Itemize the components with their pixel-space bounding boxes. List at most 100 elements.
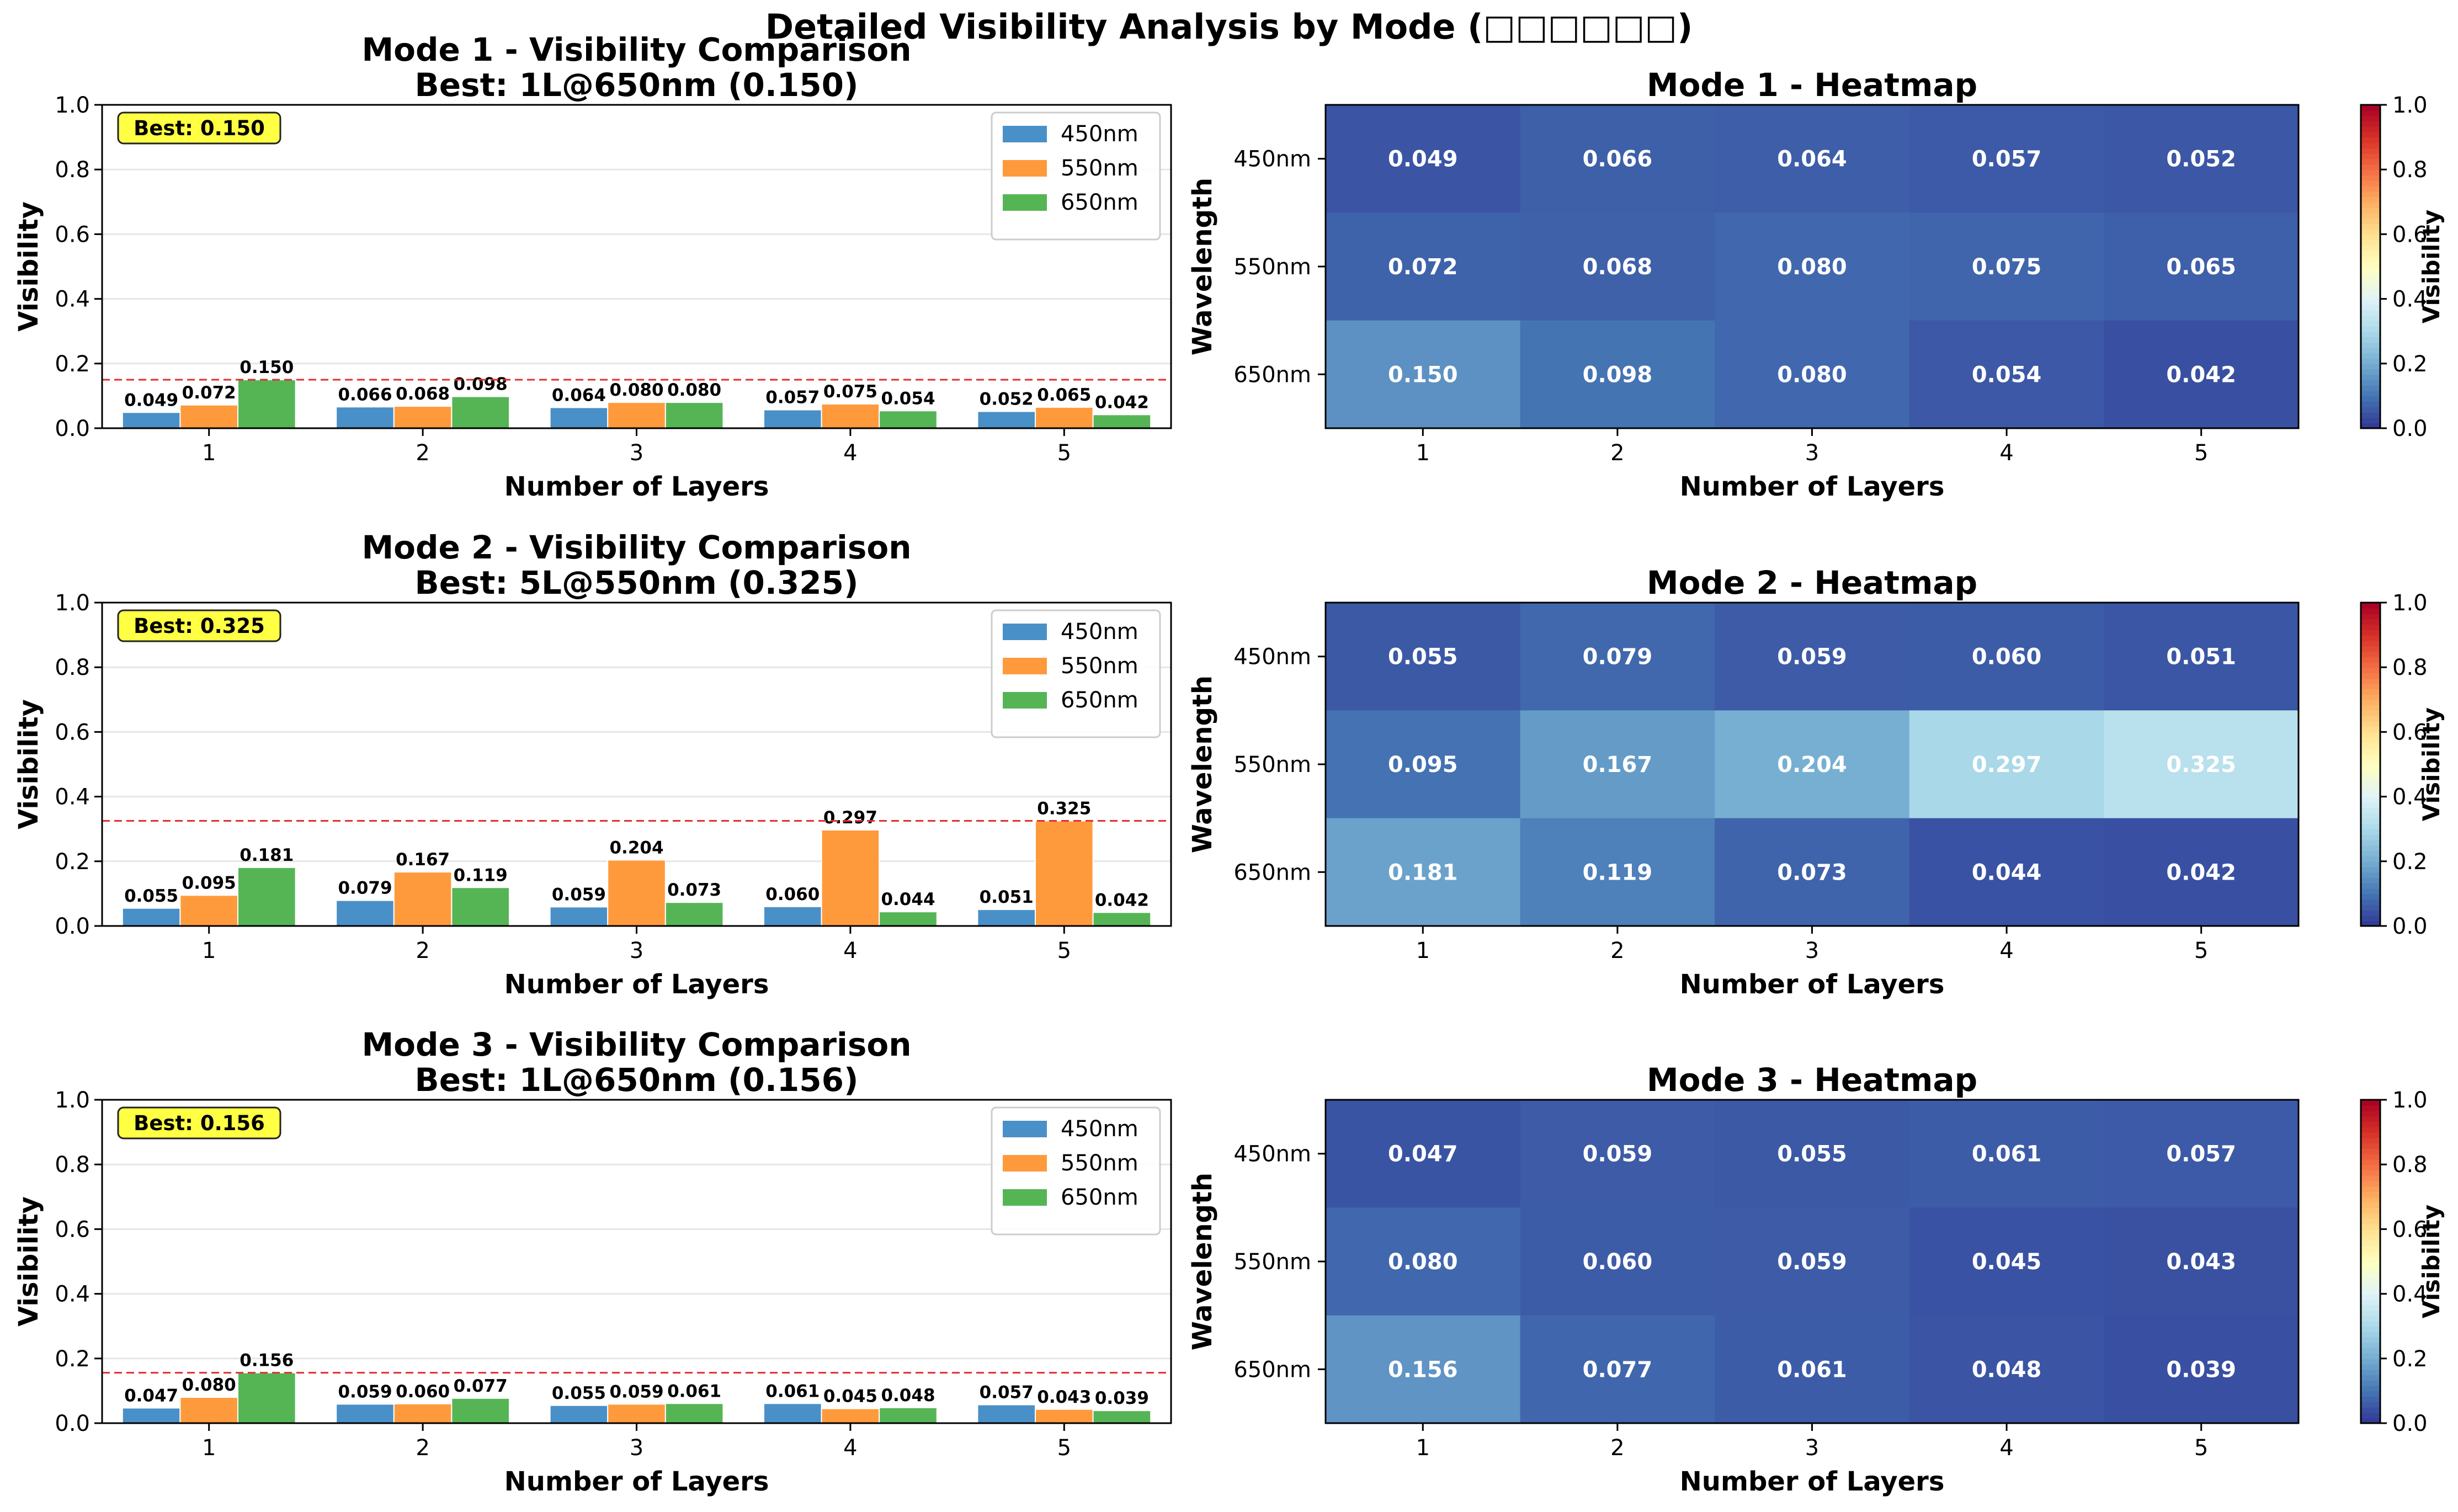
- bar-450nm: [763, 409, 822, 429]
- colorbar-segment: [2361, 737, 2380, 743]
- legend-swatch: [1003, 194, 1047, 211]
- colorbar-segment: [2361, 396, 2380, 402]
- bar-450nm: [336, 899, 395, 927]
- bar-value-label: 0.059: [338, 1382, 392, 1402]
- colorbar-segment: [2361, 899, 2380, 905]
- colorbar-segment: [2361, 1321, 2380, 1327]
- heatmap-cell-label: 0.051: [2166, 645, 2236, 670]
- colorbar-segment: [2361, 142, 2380, 149]
- heatmap-cell: [1520, 105, 1715, 213]
- bar-450nm: [977, 411, 1036, 429]
- bar-value-label: 0.057: [765, 388, 820, 408]
- x-tick-label: 3: [1805, 938, 1819, 963]
- heatmap-cell: [1715, 212, 1910, 321]
- x-tick-label: 4: [1999, 440, 2013, 466]
- y-tick-label: 450nm: [1233, 645, 1311, 670]
- bar-650nm: [451, 396, 510, 429]
- colorbar-segment: [2361, 1412, 2380, 1419]
- colorbar-tick-label: 1.0: [2392, 590, 2428, 616]
- heatmap-cell-label: 0.156: [1388, 1357, 1458, 1382]
- colorbar-segment: [2361, 1191, 2380, 1197]
- heatmap-cell-label: 0.079: [1583, 645, 1653, 670]
- heatmap-cell-label: 0.167: [1583, 752, 1653, 778]
- colorbar-segment: [2361, 705, 2380, 711]
- heatmap-cell: [1326, 105, 1521, 213]
- bar-value-label: 0.119: [454, 865, 508, 885]
- x-tick-label: 1: [1416, 1435, 1430, 1461]
- heatmap-cell: [1909, 710, 2104, 819]
- colorbar-segment: [2361, 218, 2380, 224]
- colorbar-segment: [2361, 228, 2380, 235]
- heatmap-cell: [1326, 212, 1521, 321]
- heatmap-title: Mode 2 - Heatmap: [1647, 564, 1977, 601]
- y-tick-label: 1.0: [55, 93, 90, 118]
- x-tick-label: 5: [2194, 1435, 2208, 1461]
- heatmap-cell-label: 0.054: [1972, 362, 2042, 387]
- bar-value-label: 0.064: [552, 385, 606, 405]
- colorbar-segment: [2361, 818, 2380, 824]
- heatmap-cell-label: 0.059: [1777, 645, 1847, 670]
- bar-450nm: [121, 412, 181, 429]
- colorbar-segment: [2361, 191, 2380, 198]
- bar-450nm: [763, 1403, 822, 1424]
- colorbar-segment: [2361, 608, 2380, 614]
- plot-frame: [101, 1099, 1172, 1424]
- colorbar-segment: [2361, 239, 2380, 246]
- x-tick-label: 4: [1999, 938, 2013, 963]
- x-tick-label: 3: [630, 440, 643, 466]
- colorbar-segment: [2361, 1391, 2380, 1397]
- colorbar-segment: [2361, 807, 2380, 813]
- y-tick-label: 550nm: [1233, 254, 1311, 280]
- y-tick-label: 650nm: [1233, 362, 1311, 387]
- x-tick-label: 4: [1999, 1435, 2013, 1461]
- bar-value-label: 0.045: [823, 1387, 877, 1407]
- colorbar-segment: [2361, 1126, 2380, 1133]
- x-tick-label: 1: [1416, 938, 1430, 963]
- y-axis-label: Wavelength: [1187, 675, 1218, 853]
- heatmap-cell-label: 0.080: [1777, 254, 1847, 280]
- bar-value-label: 0.072: [182, 383, 236, 403]
- colorbar-segment: [2361, 1143, 2380, 1149]
- bar-550nm: [393, 1403, 453, 1424]
- colorbar-segment: [2361, 1283, 2380, 1289]
- legend-swatch: [1003, 160, 1047, 177]
- heatmap-cell: [1326, 603, 1521, 711]
- colorbar-segment: [2361, 769, 2380, 776]
- colorbar-segment: [2361, 1407, 2380, 1413]
- colorbar-segment: [2361, 694, 2380, 700]
- colorbar-segment: [2361, 1266, 2380, 1273]
- heatmap-cell-label: 0.204: [1777, 752, 1847, 778]
- colorbar-segment: [2361, 1288, 2380, 1295]
- heatmap-title: Mode 1 - Heatmap: [1647, 66, 1977, 104]
- heatmap-cell: [2104, 212, 2299, 321]
- colorbar-segment: [2361, 753, 2380, 760]
- heatmap-cell: [2104, 710, 2299, 819]
- colorbar-segment: [2361, 710, 2380, 717]
- plot-frame: [101, 104, 1172, 429]
- colorbar-segment: [2361, 1239, 2380, 1246]
- colorbar-segment: [2361, 412, 2380, 418]
- bar-value-label: 0.077: [454, 1376, 508, 1396]
- colorbar-segment: [2361, 169, 2380, 175]
- colorbar-segment: [2361, 1175, 2380, 1181]
- x-axis-label: Number of Layers: [1680, 471, 1945, 502]
- legend-swatch: [1003, 692, 1047, 709]
- colorbar-segment: [2361, 158, 2380, 165]
- legend-swatch: [1003, 1189, 1047, 1206]
- y-tick-label: 0.2: [55, 352, 90, 377]
- heatmap-cell-label: 0.064: [1777, 147, 1847, 172]
- colorbar-segment: [2361, 1110, 2380, 1117]
- colorbar-segment: [2361, 185, 2380, 192]
- colorbar-segment: [2361, 742, 2380, 749]
- colorbar-segment: [2361, 1196, 2380, 1203]
- bar-value-label: 0.051: [980, 887, 1034, 907]
- bar-value-label: 0.075: [823, 382, 877, 402]
- y-axis-label: Visibility: [13, 699, 44, 829]
- y-axis-label: Visibility: [13, 201, 44, 332]
- colorbar-tick-label: 0.8: [2392, 655, 2428, 680]
- colorbar-segment: [2361, 1234, 2380, 1241]
- colorbar-tick-label: 0.2: [2392, 1346, 2428, 1372]
- legend-swatch: [1003, 1155, 1047, 1172]
- colorbar-segment: [2361, 1375, 2380, 1381]
- colorbar-segment: [2361, 1213, 2380, 1219]
